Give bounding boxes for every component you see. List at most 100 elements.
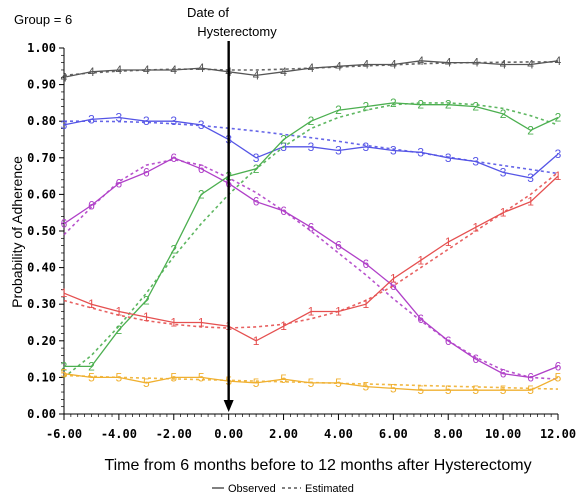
- data-point-6: 6: [170, 151, 177, 165]
- data-point-5: 5: [308, 376, 315, 390]
- data-point-6: 6: [527, 370, 534, 384]
- x-tick-label: -2.00: [156, 427, 192, 441]
- data-point-1: 1: [445, 235, 452, 249]
- data-point-3: 3: [500, 165, 507, 179]
- observed-line-5: [63, 373, 559, 391]
- data-point-5: 5: [198, 370, 205, 384]
- data-point-5: 5: [253, 376, 260, 390]
- data-point-2: 2: [61, 359, 68, 373]
- data-point-6: 6: [88, 198, 95, 212]
- data-point-3: 3: [555, 147, 562, 161]
- x-tick-label: 8.00: [434, 427, 463, 441]
- data-point-4: 4: [116, 63, 123, 77]
- data-point-1: 1: [253, 334, 260, 348]
- x-tick-label: -4.00: [101, 427, 137, 441]
- data-point-2: 2: [390, 96, 397, 110]
- data-point-2: 2: [308, 114, 315, 128]
- data-point-4: 4: [61, 70, 68, 84]
- y-tick-label: 0.00: [27, 407, 56, 421]
- y-axis-label: Probability of Adherence: [9, 156, 25, 308]
- data-point-3: 3: [527, 171, 534, 185]
- data-point-2: 2: [472, 100, 479, 114]
- data-point-5: 5: [445, 383, 452, 397]
- y-tick-label: 0.20: [27, 334, 56, 348]
- data-point-4: 4: [363, 57, 370, 71]
- y-tick-label: 0.80: [27, 114, 56, 128]
- data-point-5: 5: [417, 383, 424, 397]
- data-point-3: 3: [61, 118, 68, 132]
- y-tick-label: 0.10: [27, 370, 56, 384]
- x-tick-label: 12.00: [540, 427, 576, 441]
- data-point-5: 5: [170, 370, 177, 384]
- series-1: 1111111111111111111: [61, 169, 562, 348]
- data-point-2: 2: [417, 98, 424, 112]
- series-6: 6666666666666666666: [61, 151, 562, 385]
- data-point-3: 3: [253, 151, 260, 165]
- observed-line-4: [63, 60, 559, 78]
- y-axis: 0.00 0.10 0.20 0.30 0.40 0.50 0.60 0.70 0.80 0.90…: [27, 41, 64, 421]
- y-tick-label: 0.70: [27, 151, 56, 165]
- data-point-6: 6: [253, 195, 260, 209]
- data-point-2: 2: [170, 242, 177, 256]
- y-tick-label: 0.30: [27, 297, 56, 311]
- data-point-6: 6: [308, 220, 315, 234]
- data-point-6: 6: [445, 334, 452, 348]
- data-point-1: 1: [308, 305, 315, 319]
- data-point-1: 1: [363, 297, 370, 311]
- data-point-2: 2: [253, 162, 260, 176]
- data-point-2: 2: [143, 294, 150, 308]
- data-point-5: 5: [88, 370, 95, 384]
- data-point-2: 2: [500, 107, 507, 121]
- data-point-6: 6: [500, 367, 507, 381]
- x-axis: -6.00 -4.00 -2.00 0.00 2.00 4.00 6.00 8.00 10.00…: [46, 414, 576, 441]
- data-point-1: 1: [116, 305, 123, 319]
- data-point-3: 3: [308, 140, 315, 154]
- data-point-1: 1: [555, 169, 562, 183]
- data-point-2: 2: [363, 100, 370, 114]
- data-point-4: 4: [500, 57, 507, 71]
- data-point-2: 2: [555, 111, 562, 125]
- data-point-5: 5: [390, 381, 397, 395]
- x-tick-label: 4.00: [324, 427, 353, 441]
- data-point-1: 1: [417, 253, 424, 267]
- series-5: 5555555555555555555: [61, 367, 562, 397]
- data-point-4: 4: [390, 57, 397, 71]
- data-point-5: 5: [61, 367, 68, 381]
- data-point-4: 4: [198, 61, 205, 75]
- data-point-4: 4: [308, 61, 315, 75]
- data-point-3: 3: [198, 118, 205, 132]
- estimated-line-1: [63, 171, 559, 329]
- data-point-1: 1: [280, 319, 287, 333]
- data-point-4: 4: [445, 56, 452, 70]
- data-point-2: 2: [280, 133, 287, 147]
- data-point-3: 3: [116, 111, 123, 125]
- data-point-3: 3: [472, 154, 479, 168]
- series-4: 4444444444444444444: [61, 54, 562, 84]
- data-point-6: 6: [363, 257, 370, 271]
- x-tick-label: 2.00: [269, 427, 298, 441]
- y-tick-label: 1.00: [27, 41, 56, 55]
- data-point-3: 3: [390, 143, 397, 157]
- data-point-4: 4: [253, 68, 260, 82]
- data-point-4: 4: [280, 65, 287, 79]
- data-point-1: 1: [527, 195, 534, 209]
- x-axis-label: Time from 6 months before to 12 months a…: [104, 457, 531, 474]
- data-point-6: 6: [417, 312, 424, 326]
- data-point-2: 2: [335, 103, 342, 117]
- data-point-3: 3: [363, 140, 370, 154]
- data-point-6: 6: [61, 217, 68, 231]
- estimated-line-6: [63, 158, 559, 380]
- data-point-5: 5: [116, 370, 123, 384]
- data-point-3: 3: [335, 143, 342, 157]
- data-point-3: 3: [445, 151, 452, 165]
- data-point-1: 1: [198, 316, 205, 330]
- observed-line-2: [64, 102, 559, 368]
- data-point-1: 1: [143, 310, 150, 324]
- data-point-4: 4: [88, 65, 95, 79]
- data-point-4: 4: [143, 63, 150, 77]
- data-point-2: 2: [116, 323, 123, 337]
- legend-estimated-label: Estimated: [305, 483, 354, 495]
- data-point-1: 1: [500, 206, 507, 220]
- data-point-5: 5: [472, 383, 479, 397]
